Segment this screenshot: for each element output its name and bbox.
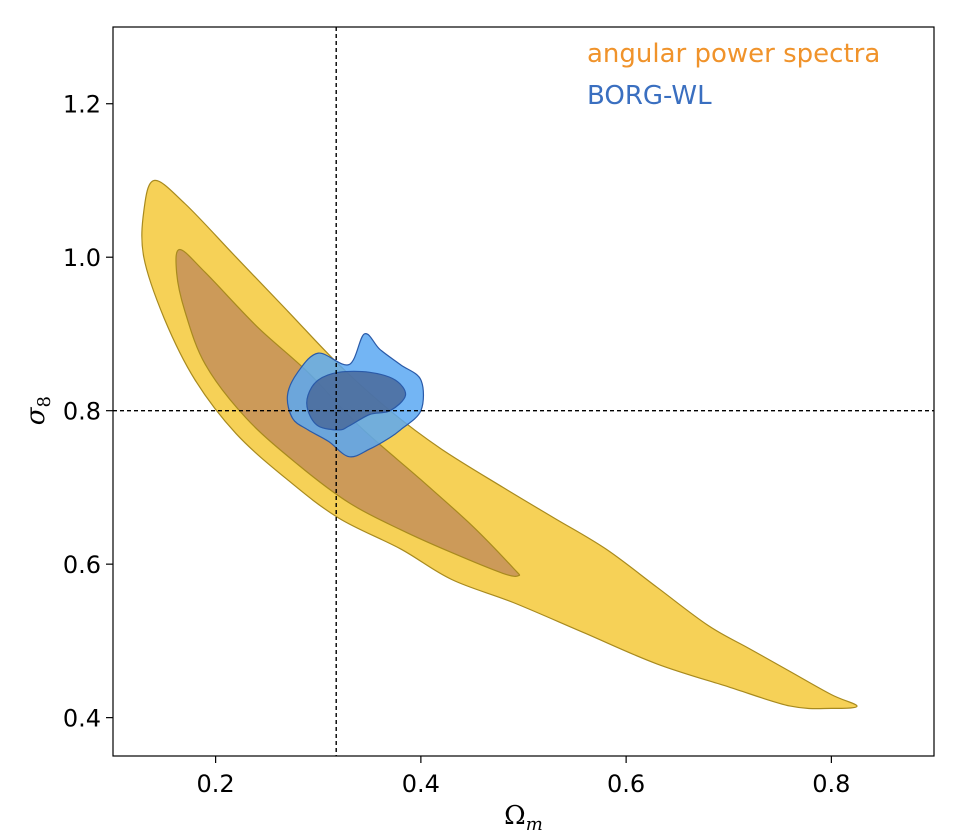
legend-item: angular power spectra: [587, 39, 880, 69]
x-tick-label: 0.8: [812, 770, 850, 798]
reference-lines: [113, 27, 934, 756]
contour-95: [141, 179, 858, 710]
x-tick-label: 0.6: [607, 770, 645, 798]
legend: angular power spectra BORG-WL: [587, 39, 880, 111]
y-tick-label: 0.6: [63, 551, 101, 579]
legend-item: BORG-WL: [587, 81, 712, 111]
series-angular-power-spectra: [141, 179, 858, 710]
y-axis-label: σ8: [21, 396, 55, 425]
y-axis: 0.4 0.6 0.8 1.0 1.2: [63, 91, 113, 733]
series-borg-wl: [286, 333, 425, 458]
y-tick-label: 1.2: [63, 91, 101, 119]
contour-68: [306, 370, 407, 431]
y-tick-label: 0.8: [63, 398, 101, 426]
x-tick-label: 0.2: [197, 770, 235, 798]
x-axis-label: Ωm: [504, 801, 543, 832]
y-tick-label: 1.0: [63, 244, 101, 272]
plot-area: [141, 179, 858, 710]
x-axis: 0.2 0.4 0.6 0.8: [197, 756, 850, 798]
y-tick-label: 0.4: [63, 705, 101, 733]
x-tick-label: 0.4: [402, 770, 440, 798]
plot-frame: [112, 26, 935, 757]
